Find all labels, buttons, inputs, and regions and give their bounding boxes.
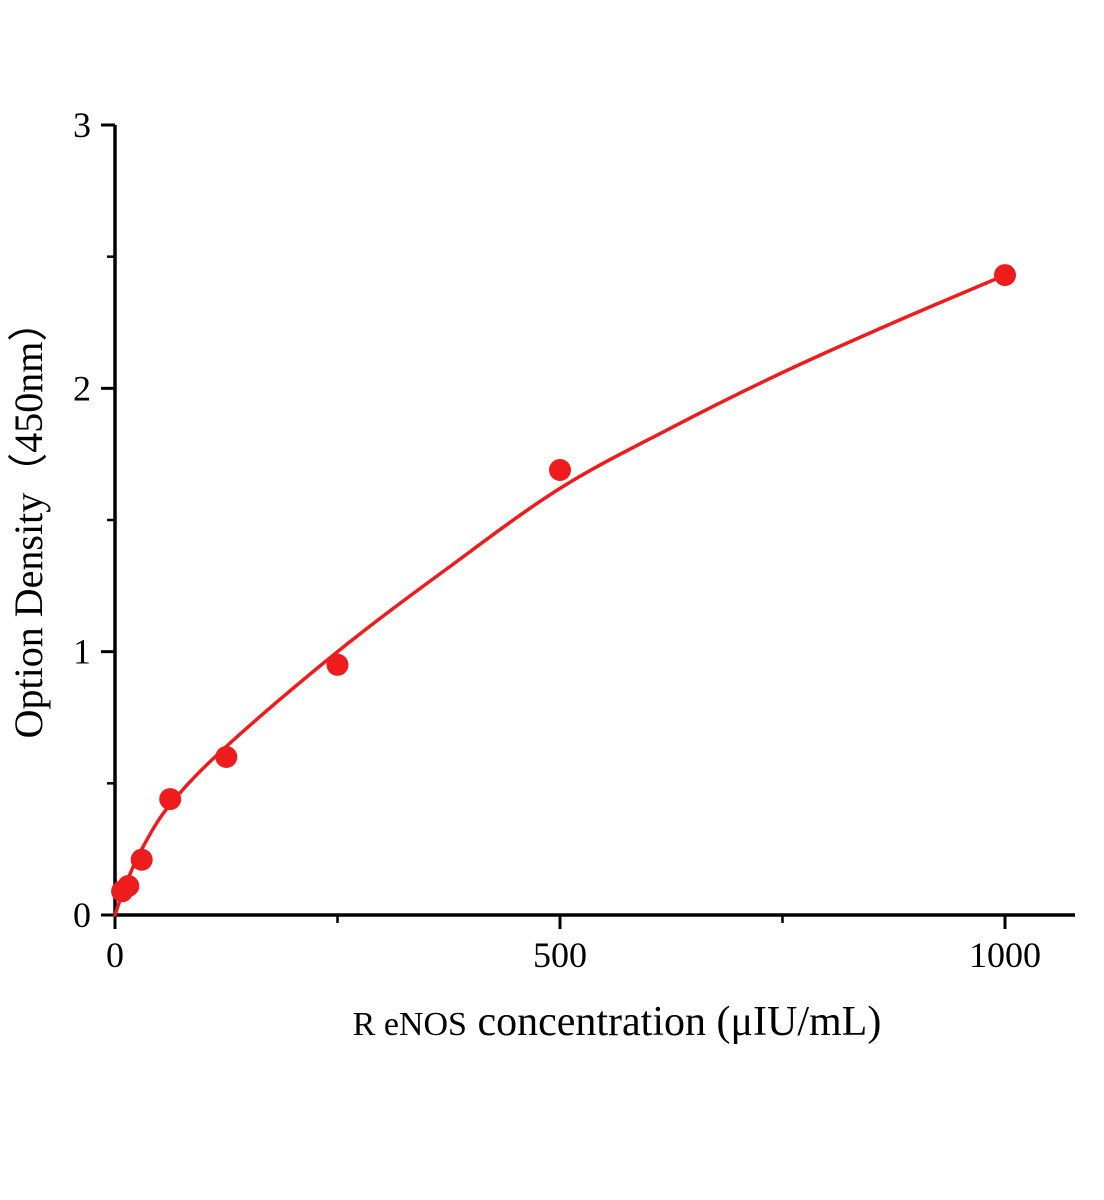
y-tick-label: 3 (73, 105, 91, 145)
data-point (117, 875, 140, 897)
x-tick-label: 0 (106, 935, 124, 975)
data-point (215, 746, 238, 768)
x-axis-label-prefix: R eNOS (353, 1006, 467, 1043)
y-tick-label: 0 (73, 895, 91, 935)
data-point (326, 653, 349, 676)
y-tick-label: 2 (73, 368, 91, 408)
data-point (130, 848, 153, 871)
data-point (159, 788, 182, 811)
y-tick-label: 1 (73, 632, 91, 672)
x-tick-label: 1000 (969, 935, 1041, 975)
x-axis-label: R eNOS concentration (μIU/mL) (353, 999, 882, 1045)
fit-curve (113, 273, 1007, 917)
data-point (549, 459, 571, 481)
data-point (994, 264, 1016, 287)
x-tick-label: 500 (533, 935, 587, 975)
x-axis-label-main: concentration (μIU/mL) (467, 999, 881, 1045)
y-axis-label: Option Density（450nm） (6, 302, 51, 739)
